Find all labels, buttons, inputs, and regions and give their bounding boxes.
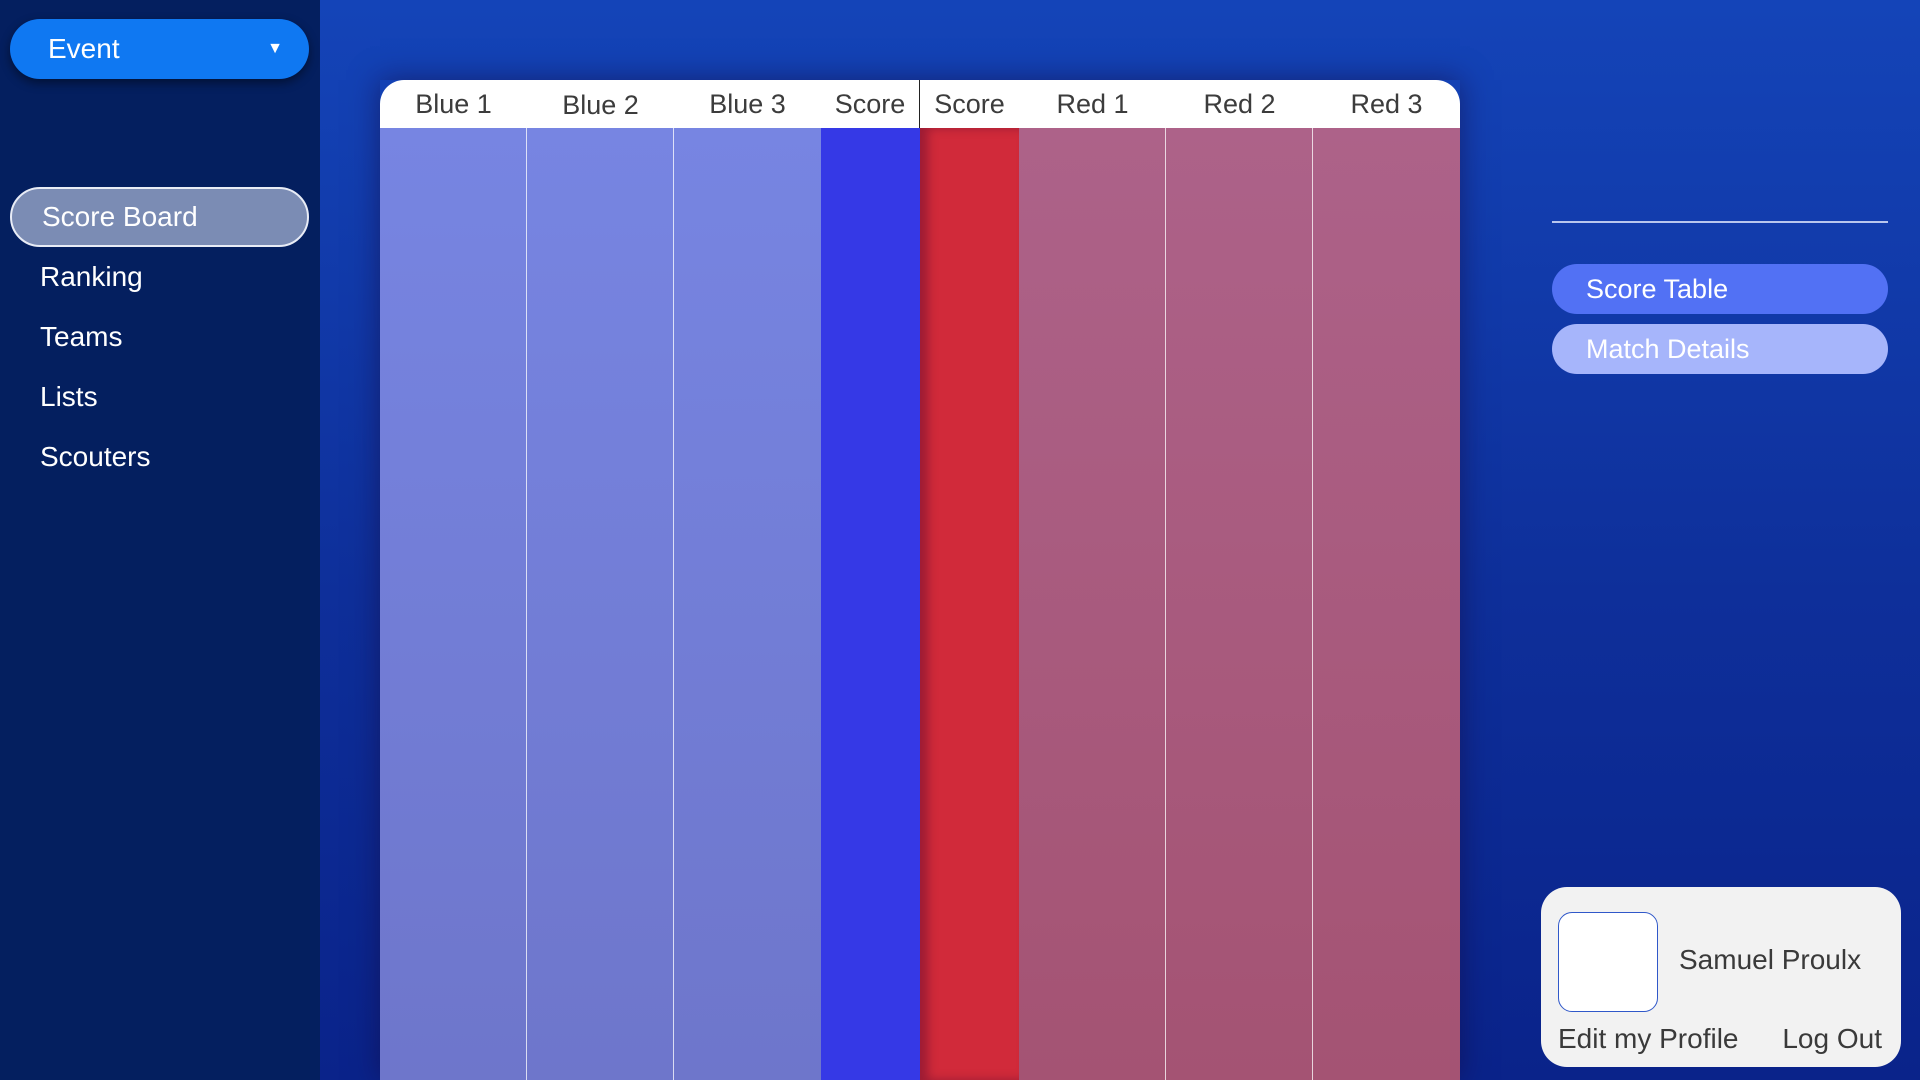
- score-board-header: Blue 1 Blue 2 Blue 3 Score Score Red 1 R…: [380, 80, 1460, 128]
- header-red-2[interactable]: Red 2: [1203, 88, 1276, 119]
- blue-3-column: [674, 128, 821, 1080]
- sidebar-item-teams[interactable]: Teams: [10, 307, 309, 367]
- edit-profile-link[interactable]: Edit my Profile: [1558, 1023, 1739, 1054]
- chevron-down-icon: ▼: [267, 40, 283, 57]
- sidebar: Event ▼ Score Board Ranking Teams Lists …: [0, 0, 320, 1080]
- score-table-button[interactable]: Score Table: [1552, 264, 1888, 314]
- match-details-button[interactable]: Match Details: [1552, 324, 1888, 374]
- score-board: Blue 1 Blue 2 Blue 3 Score Score Red 1 R…: [380, 80, 1460, 1080]
- header-blue-3[interactable]: Blue 3: [709, 88, 786, 119]
- sidebar-item-label: Scouters: [40, 441, 151, 472]
- blue-1-column: [380, 128, 527, 1080]
- profile-name: Samuel Proulx: [1679, 944, 1862, 975]
- sidebar-item-label: Score Board: [42, 201, 198, 232]
- red-1-column: [1019, 128, 1166, 1080]
- sidebar-item-label: Lists: [40, 381, 98, 412]
- red-score-column: [920, 128, 1019, 1080]
- header-blue-score[interactable]: Score: [834, 88, 906, 119]
- blue-score-column: [821, 128, 920, 1080]
- red-2-column: [1166, 128, 1313, 1080]
- profile-card: Samuel Proulx Edit my Profile Log Out: [1541, 887, 1901, 1067]
- header-red-score[interactable]: Score: [934, 88, 1005, 119]
- header-red-3[interactable]: Red 3: [1350, 88, 1423, 119]
- sidebar-item-ranking[interactable]: Ranking: [10, 247, 309, 307]
- logout-link[interactable]: Log Out: [1782, 1023, 1882, 1054]
- header-blue-2[interactable]: Blue 2: [562, 89, 639, 120]
- blue-2-column: [527, 128, 674, 1080]
- sidebar-item-scouters[interactable]: Scouters: [10, 427, 309, 487]
- sidebar-item-score-board[interactable]: Score Board: [10, 187, 309, 247]
- avatar[interactable]: [1558, 912, 1658, 1012]
- event-dropdown[interactable]: Event ▼: [10, 19, 309, 79]
- header-divider: [919, 80, 920, 128]
- red-3-column: [1313, 128, 1460, 1080]
- sidebar-item-label: Ranking: [40, 261, 143, 292]
- header-red-1[interactable]: Red 1: [1056, 88, 1129, 119]
- right-panel-divider: [1552, 221, 1888, 223]
- event-dropdown-label: Event: [48, 33, 120, 64]
- sidebar-item-lists[interactable]: Lists: [10, 367, 309, 427]
- header-blue-1[interactable]: Blue 1: [415, 88, 492, 119]
- sidebar-item-label: Teams: [40, 321, 123, 352]
- sidebar-nav: Score Board Ranking Teams Lists Scouters: [0, 187, 320, 487]
